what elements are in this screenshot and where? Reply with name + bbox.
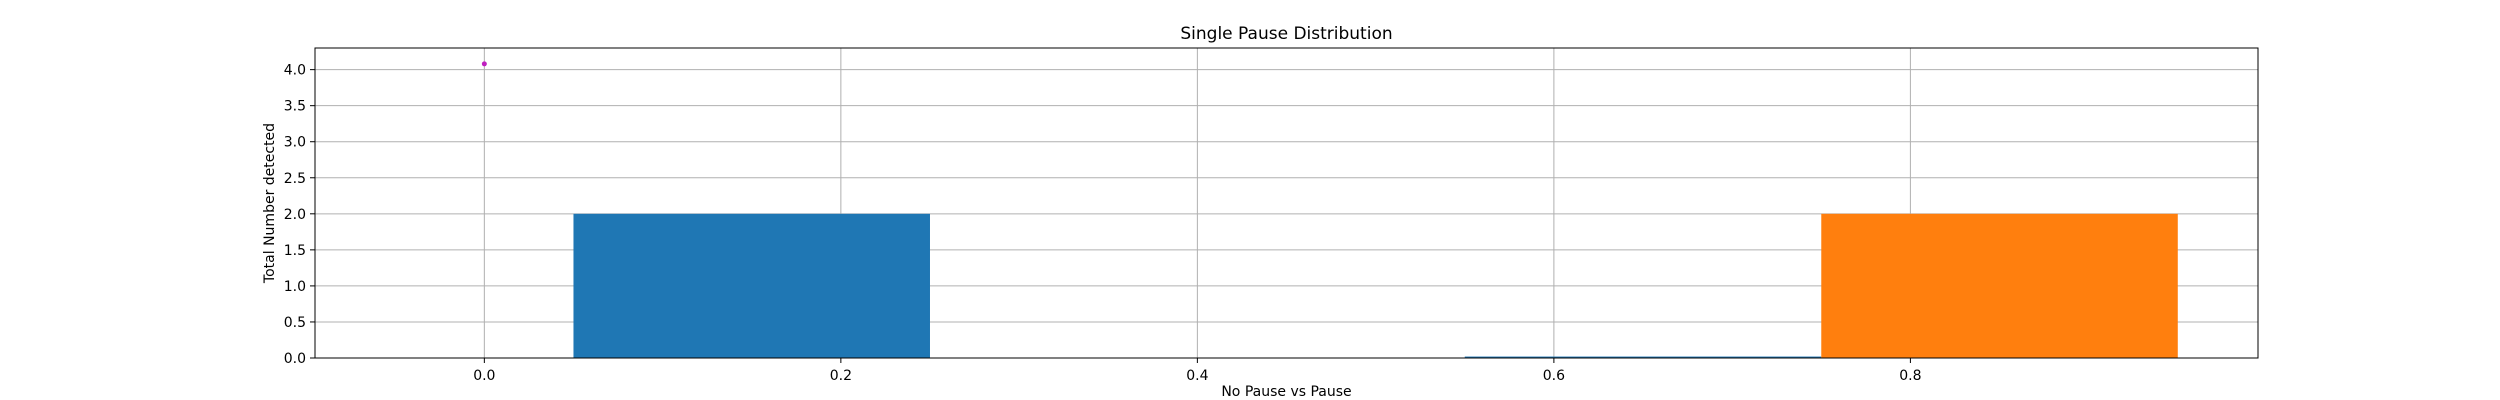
y-tick-label-4: 2.0 [284,207,306,223]
y-tick-label-6: 3.0 [284,135,306,151]
y-tick-label-8: 4.0 [284,63,306,79]
y-tick-label-2: 1.0 [284,279,306,295]
chart-title: Single Pause Distribution [1180,24,1392,44]
points [481,61,487,67]
x-tick-label-0: 0.0 [473,368,495,384]
data-point-0 [481,61,487,67]
bar-1 [1464,356,1822,358]
y-tick-label-0: 0.0 [284,351,306,367]
y-tick-label-3: 1.5 [284,243,306,259]
plot-frame [314,47,2259,359]
bar-0 [573,213,930,358]
y-tick-label-1: 0.5 [284,315,306,331]
x-tick-label-3: 0.6 [1543,368,1565,384]
x-tick-label-1: 0.2 [830,368,852,384]
y-tick-label-5: 2.5 [284,171,306,187]
x-tick-label-2: 0.4 [1186,368,1208,384]
y-axis-label: Total Number detected [262,123,278,284]
x-tick-label-4: 0.8 [1899,368,1921,384]
x-axis-label: No Pause vs Pause [1221,384,1351,400]
bars [573,213,2178,358]
ticks: 0.0 0.2 0.4 0.6 0.8 0.0 0.5 1.0 1.5 2.0 2.5 3.0 3.5 4… [284,63,1922,384]
y-tick-label-7: 3.5 [284,99,306,115]
bar-2 [1821,213,2178,358]
